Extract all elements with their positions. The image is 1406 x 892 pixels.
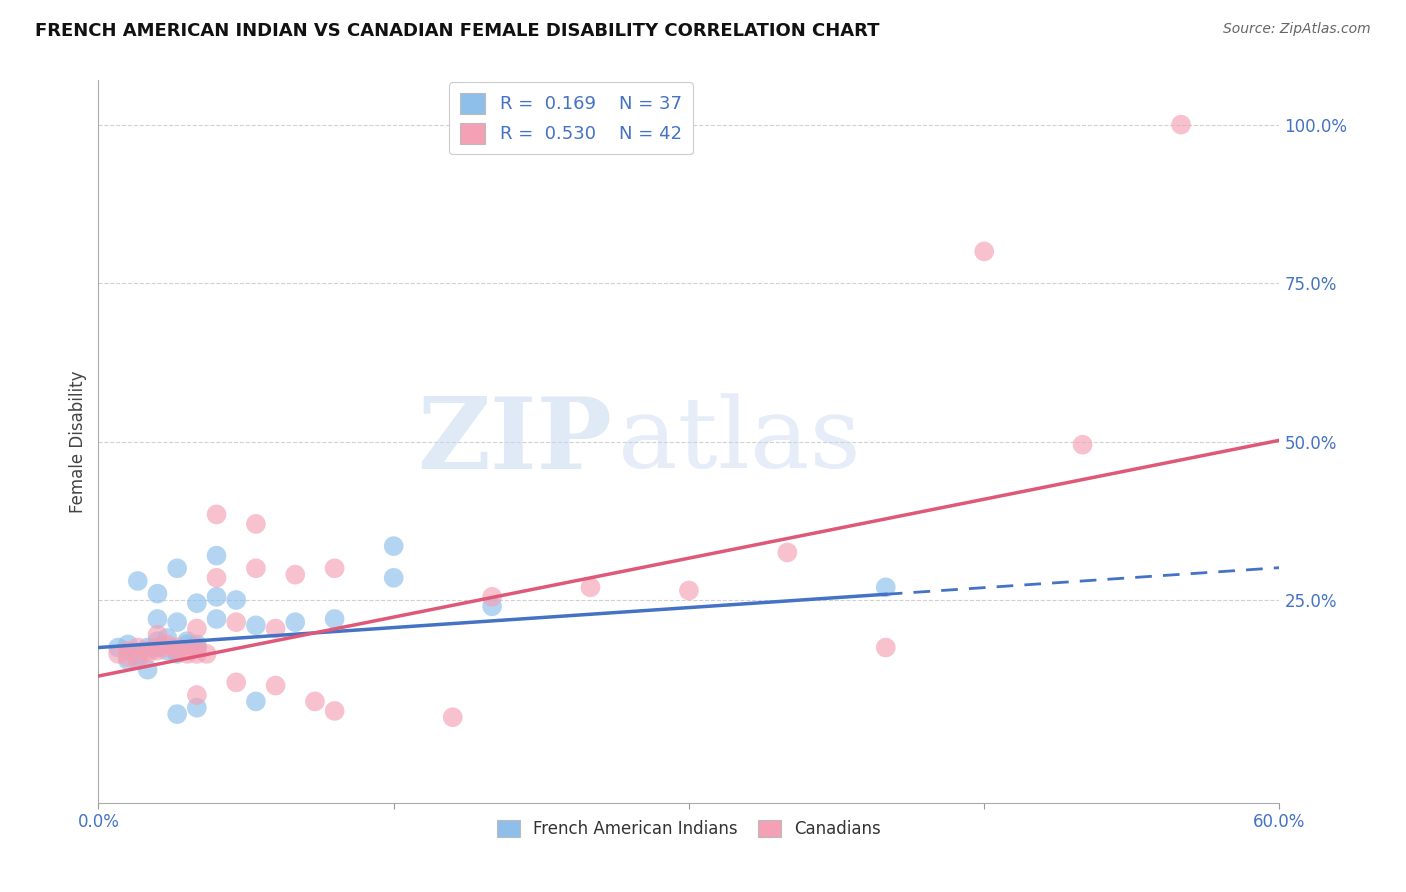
Point: [146, 634, 169, 648]
Point: [127, 574, 149, 588]
Point: [166, 561, 188, 575]
Point: [176, 634, 198, 648]
Point: [205, 571, 228, 585]
Point: [156, 643, 179, 657]
Point: [875, 580, 897, 594]
Point: [166, 707, 188, 722]
Point: [304, 694, 326, 708]
Point: [166, 640, 188, 655]
Point: [245, 516, 267, 531]
Point: [156, 640, 179, 655]
Point: [579, 580, 602, 594]
Point: [284, 567, 307, 582]
Point: [107, 647, 129, 661]
Y-axis label: Female Disability: Female Disability: [69, 370, 87, 513]
Point: [166, 643, 188, 657]
Point: [284, 615, 307, 630]
Point: [146, 640, 169, 655]
Point: [146, 640, 169, 655]
Point: [186, 700, 208, 714]
Point: [382, 539, 405, 553]
Point: [225, 675, 247, 690]
Point: [166, 647, 188, 661]
Point: [776, 545, 799, 559]
Point: [156, 631, 179, 645]
Point: [136, 643, 159, 657]
Point: [481, 599, 503, 614]
Point: [186, 647, 208, 661]
Text: ZIP: ZIP: [418, 393, 612, 490]
Point: [225, 593, 247, 607]
Point: [245, 694, 267, 708]
Point: [156, 637, 179, 651]
Point: [245, 561, 267, 575]
Point: [323, 612, 346, 626]
Point: [245, 618, 267, 632]
Text: atlas: atlas: [619, 393, 860, 490]
Point: [205, 549, 228, 563]
Point: [136, 640, 159, 655]
Point: [127, 647, 149, 661]
Point: [186, 688, 208, 702]
Point: [127, 640, 149, 655]
Point: [382, 571, 405, 585]
Point: [127, 653, 149, 667]
Point: [205, 590, 228, 604]
Text: Source: ZipAtlas.com: Source: ZipAtlas.com: [1223, 22, 1371, 37]
Point: [205, 508, 228, 522]
Point: [225, 615, 247, 630]
Point: [323, 704, 346, 718]
Point: [186, 637, 208, 651]
Point: [117, 637, 139, 651]
Point: [186, 622, 208, 636]
Point: [323, 561, 346, 575]
Point: [117, 653, 139, 667]
Point: [166, 643, 188, 657]
Point: [146, 587, 169, 601]
Point: [136, 663, 159, 677]
Point: [166, 615, 188, 630]
Point: [481, 590, 503, 604]
Point: [678, 583, 700, 598]
Point: [195, 647, 218, 661]
Point: [1071, 438, 1094, 452]
Point: [264, 622, 287, 636]
Point: [146, 612, 169, 626]
Point: [176, 643, 198, 657]
Point: [127, 650, 149, 665]
Point: [117, 643, 139, 657]
Point: [186, 596, 208, 610]
Point: [264, 679, 287, 693]
Text: FRENCH AMERICAN INDIAN VS CANADIAN FEMALE DISABILITY CORRELATION CHART: FRENCH AMERICAN INDIAN VS CANADIAN FEMAL…: [35, 22, 880, 40]
Point: [146, 643, 169, 657]
Point: [205, 612, 228, 626]
Point: [441, 710, 464, 724]
Legend: French American Indians, Canadians: French American Indians, Canadians: [489, 814, 889, 845]
Point: [136, 647, 159, 661]
Point: [186, 640, 208, 655]
Point: [117, 650, 139, 665]
Point: [875, 640, 897, 655]
Point: [973, 244, 995, 259]
Point: [176, 647, 198, 661]
Point: [186, 640, 208, 655]
Point: [146, 628, 169, 642]
Point: [176, 637, 198, 651]
Point: [1170, 118, 1192, 132]
Point: [107, 640, 129, 655]
